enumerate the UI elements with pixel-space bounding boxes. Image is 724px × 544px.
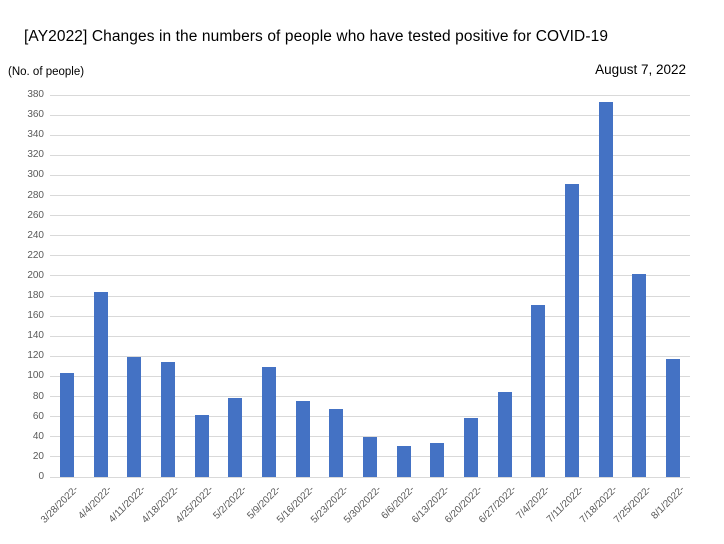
y-tick-label: 180 <box>27 290 44 302</box>
x-tick-label: 8/1/2022- <box>649 484 687 522</box>
bar <box>598 102 613 477</box>
gridline <box>50 335 690 337</box>
gridline <box>50 114 690 116</box>
bar <box>228 397 243 477</box>
y-tick-label: 200 <box>27 269 44 281</box>
y-tick-label: 380 <box>27 89 44 100</box>
gridline <box>50 215 690 217</box>
bar <box>497 391 512 477</box>
y-tick-label: 100 <box>27 370 44 382</box>
gridline <box>50 195 690 197</box>
gridline <box>50 94 690 96</box>
bar <box>666 359 681 477</box>
y-tick-label: 60 <box>32 410 44 422</box>
bar <box>531 305 546 477</box>
x-tick-label: 5/2/2022- <box>211 484 250 522</box>
bar <box>93 292 108 477</box>
bar <box>160 362 175 477</box>
y-axis-unit-label: (No. of people) <box>8 66 85 78</box>
plot-area <box>50 94 690 478</box>
y-tick-label: 120 <box>27 350 44 362</box>
y-tick-label: 280 <box>27 189 44 201</box>
chart-title: [AY2022] Changes in the numbers of peopl… <box>24 28 609 45</box>
y-tick-label: 220 <box>27 249 44 261</box>
y-tick-label: 360 <box>27 109 44 121</box>
y-tick-label: 0 <box>38 471 44 482</box>
gridline <box>50 174 690 176</box>
gridline <box>50 396 690 398</box>
bar <box>329 408 344 477</box>
y-tick-label: 260 <box>27 209 44 221</box>
bar <box>261 367 276 477</box>
bar <box>194 414 209 477</box>
bar <box>464 417 479 477</box>
gridline <box>50 476 690 478</box>
bar <box>363 436 377 477</box>
gridline <box>50 134 690 136</box>
date-label: August 7, 2022 <box>595 62 686 77</box>
y-tick-label: 320 <box>27 149 44 161</box>
y-tick-label: 300 <box>27 169 44 181</box>
gridline <box>50 154 690 156</box>
bar <box>632 273 647 477</box>
bar <box>430 442 445 477</box>
x-tick-label: 3/28/2022- <box>39 484 81 526</box>
bar <box>127 357 142 477</box>
gridline <box>50 235 690 237</box>
y-tick-label: 20 <box>32 450 44 462</box>
gridline <box>50 416 690 418</box>
y-tick-label: 40 <box>32 430 44 442</box>
gridline <box>50 436 690 438</box>
gridline <box>50 255 690 257</box>
y-tick-label: 340 <box>27 129 44 141</box>
gridline <box>50 295 690 297</box>
bar <box>295 400 310 477</box>
gridline <box>50 315 690 317</box>
gridline <box>50 275 690 277</box>
y-tick-label: 240 <box>27 229 44 241</box>
gridline <box>50 375 690 377</box>
y-tick-label: 80 <box>32 390 44 402</box>
bar <box>565 184 580 477</box>
y-tick-label: 140 <box>27 330 44 342</box>
bar <box>396 445 411 477</box>
y-tick-label: 160 <box>27 310 44 322</box>
gridline <box>50 355 690 357</box>
bar <box>59 373 74 477</box>
